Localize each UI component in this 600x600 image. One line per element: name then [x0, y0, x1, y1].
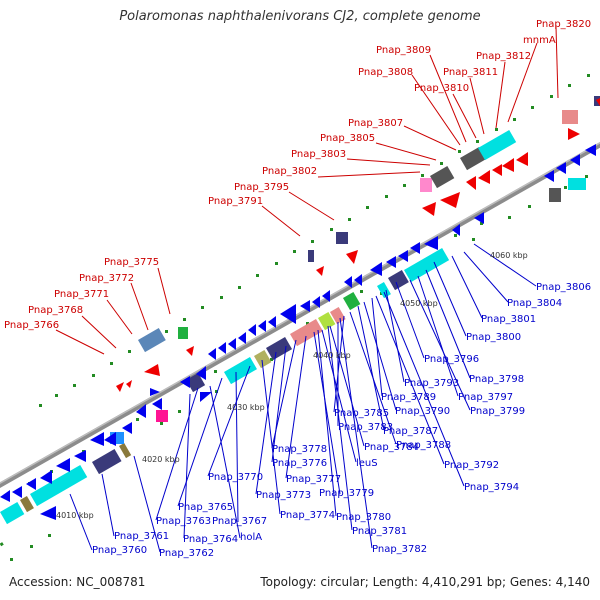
- gene-label: Pnap_3820: [536, 19, 591, 30]
- gene-label: Pnap_3787: [383, 426, 438, 437]
- tick-label: 4040 kbp: [313, 351, 351, 360]
- gene-label: Pnap_3782: [372, 544, 427, 555]
- gene-label: Pnap_3766: [4, 320, 59, 331]
- gene-label: Pnap_3795: [234, 182, 289, 193]
- gene-label: Pnap_3799: [470, 406, 525, 417]
- tick-label: 4020 kbp: [142, 455, 180, 464]
- gene-label: Pnap_3796: [424, 354, 479, 365]
- gene-label: Pnap_3794: [464, 482, 519, 493]
- tick-label: 4060 kbp: [490, 251, 528, 260]
- tick-label: 4030 kbp: [227, 403, 265, 412]
- gene-label: Pnap_3804: [507, 298, 562, 309]
- gene-label: Pnap_3760: [92, 545, 147, 556]
- gene-label: Pnap_3812: [476, 51, 531, 62]
- gene-label: Pnap_3784: [364, 442, 419, 453]
- kbp-tick-labels: 4010 kbp 4020 kbp 4030 kbp 4040 kbp 4050…: [56, 251, 528, 520]
- reverse-strand-arrows: [0, 144, 596, 520]
- gene-label: Pnap_3779: [319, 488, 374, 499]
- upper-leader-lines: [55, 26, 559, 355]
- upper-gene-labels: Pnap_3820 mnmA Pnap_3812 Pnap_3811 Pnap_…: [4, 19, 591, 331]
- gene-label: Pnap_3809: [376, 45, 431, 56]
- gene-label: Pnap_3785: [334, 408, 389, 419]
- gene-label: Pnap_3810: [414, 83, 469, 94]
- lower-leader-lines: [69, 243, 537, 553]
- gene-label: holA: [240, 532, 262, 543]
- forward-strand-genes: [138, 96, 600, 353]
- gene-label: Pnap_3763: [156, 516, 211, 527]
- forward-strand-arrows: [116, 98, 600, 392]
- gene-label: Pnap_3790: [395, 406, 450, 417]
- gene-label: Pnap_3761: [114, 531, 169, 542]
- inner-position-dots: [10, 175, 588, 561]
- tick-label: 4010 kbp: [56, 511, 94, 520]
- lower-gene-labels: Pnap_3806 Pnap_3804 Pnap_3801 Pnap_3800 …: [92, 282, 591, 559]
- gene-label: Pnap_3783: [338, 422, 393, 433]
- gene-label: mnmA: [523, 35, 556, 46]
- gene-label: Pnap_3802: [262, 166, 317, 177]
- genome-summary-text: Topology: circular; Length: 4,410,291 bp…: [260, 575, 590, 589]
- gene-label: Pnap_3793: [404, 378, 459, 389]
- gene-label: Pnap_3773: [256, 490, 311, 501]
- gene-label: Pnap_3800: [466, 332, 521, 343]
- gene-label: Pnap_3806: [536, 282, 591, 293]
- reverse-strand-genes: [0, 178, 586, 525]
- gene-label: Pnap_3778: [272, 444, 327, 455]
- gene-label: Pnap_3768: [28, 305, 83, 316]
- gene-label: Pnap_3781: [352, 526, 407, 537]
- gene-label: Pnap_3805: [320, 133, 375, 144]
- gene-label: Pnap_3765: [178, 502, 233, 513]
- gene-label: Pnap_3808: [358, 67, 413, 78]
- genome-backbone: [0, 141, 600, 489]
- gene-label: Pnap_3774: [280, 510, 335, 521]
- gene-label: Pnap_3770: [208, 472, 263, 483]
- gene-label: Pnap_3811: [443, 67, 498, 78]
- gene-label: Pnap_3767: [212, 516, 267, 527]
- tick-label: 4050 kbp: [400, 299, 438, 308]
- gene-label: Pnap_3762: [159, 548, 214, 559]
- gene-label: Pnap_3788: [396, 440, 451, 451]
- gene-label: Pnap_3771: [54, 289, 109, 300]
- gene-label: Pnap_3777: [286, 474, 341, 485]
- gene-label: Pnap_3803: [291, 149, 346, 160]
- gene-label: leuS: [356, 458, 378, 469]
- gene-label: Pnap_3797: [458, 392, 513, 403]
- gene-label: Pnap_3807: [348, 118, 403, 129]
- gene-label: Pnap_3792: [444, 460, 499, 471]
- gene-label: Pnap_3801: [481, 314, 536, 325]
- gene-label: Pnap_3780: [336, 512, 391, 523]
- gene-label: Pnap_3776: [272, 458, 327, 469]
- accession-text: Accession: NC_008781: [9, 575, 146, 589]
- genome-title: Polaromonas naphthalenivorans CJ2, compl…: [119, 9, 481, 24]
- gene-label: Pnap_3775: [104, 257, 159, 268]
- gene-label: Pnap_3772: [79, 273, 134, 284]
- gene-label: Pnap_3764: [183, 534, 238, 545]
- gene-label: Pnap_3798: [469, 374, 524, 385]
- gene-label: Pnap_3791: [208, 196, 263, 207]
- gene-label: Pnap_3789: [381, 392, 436, 403]
